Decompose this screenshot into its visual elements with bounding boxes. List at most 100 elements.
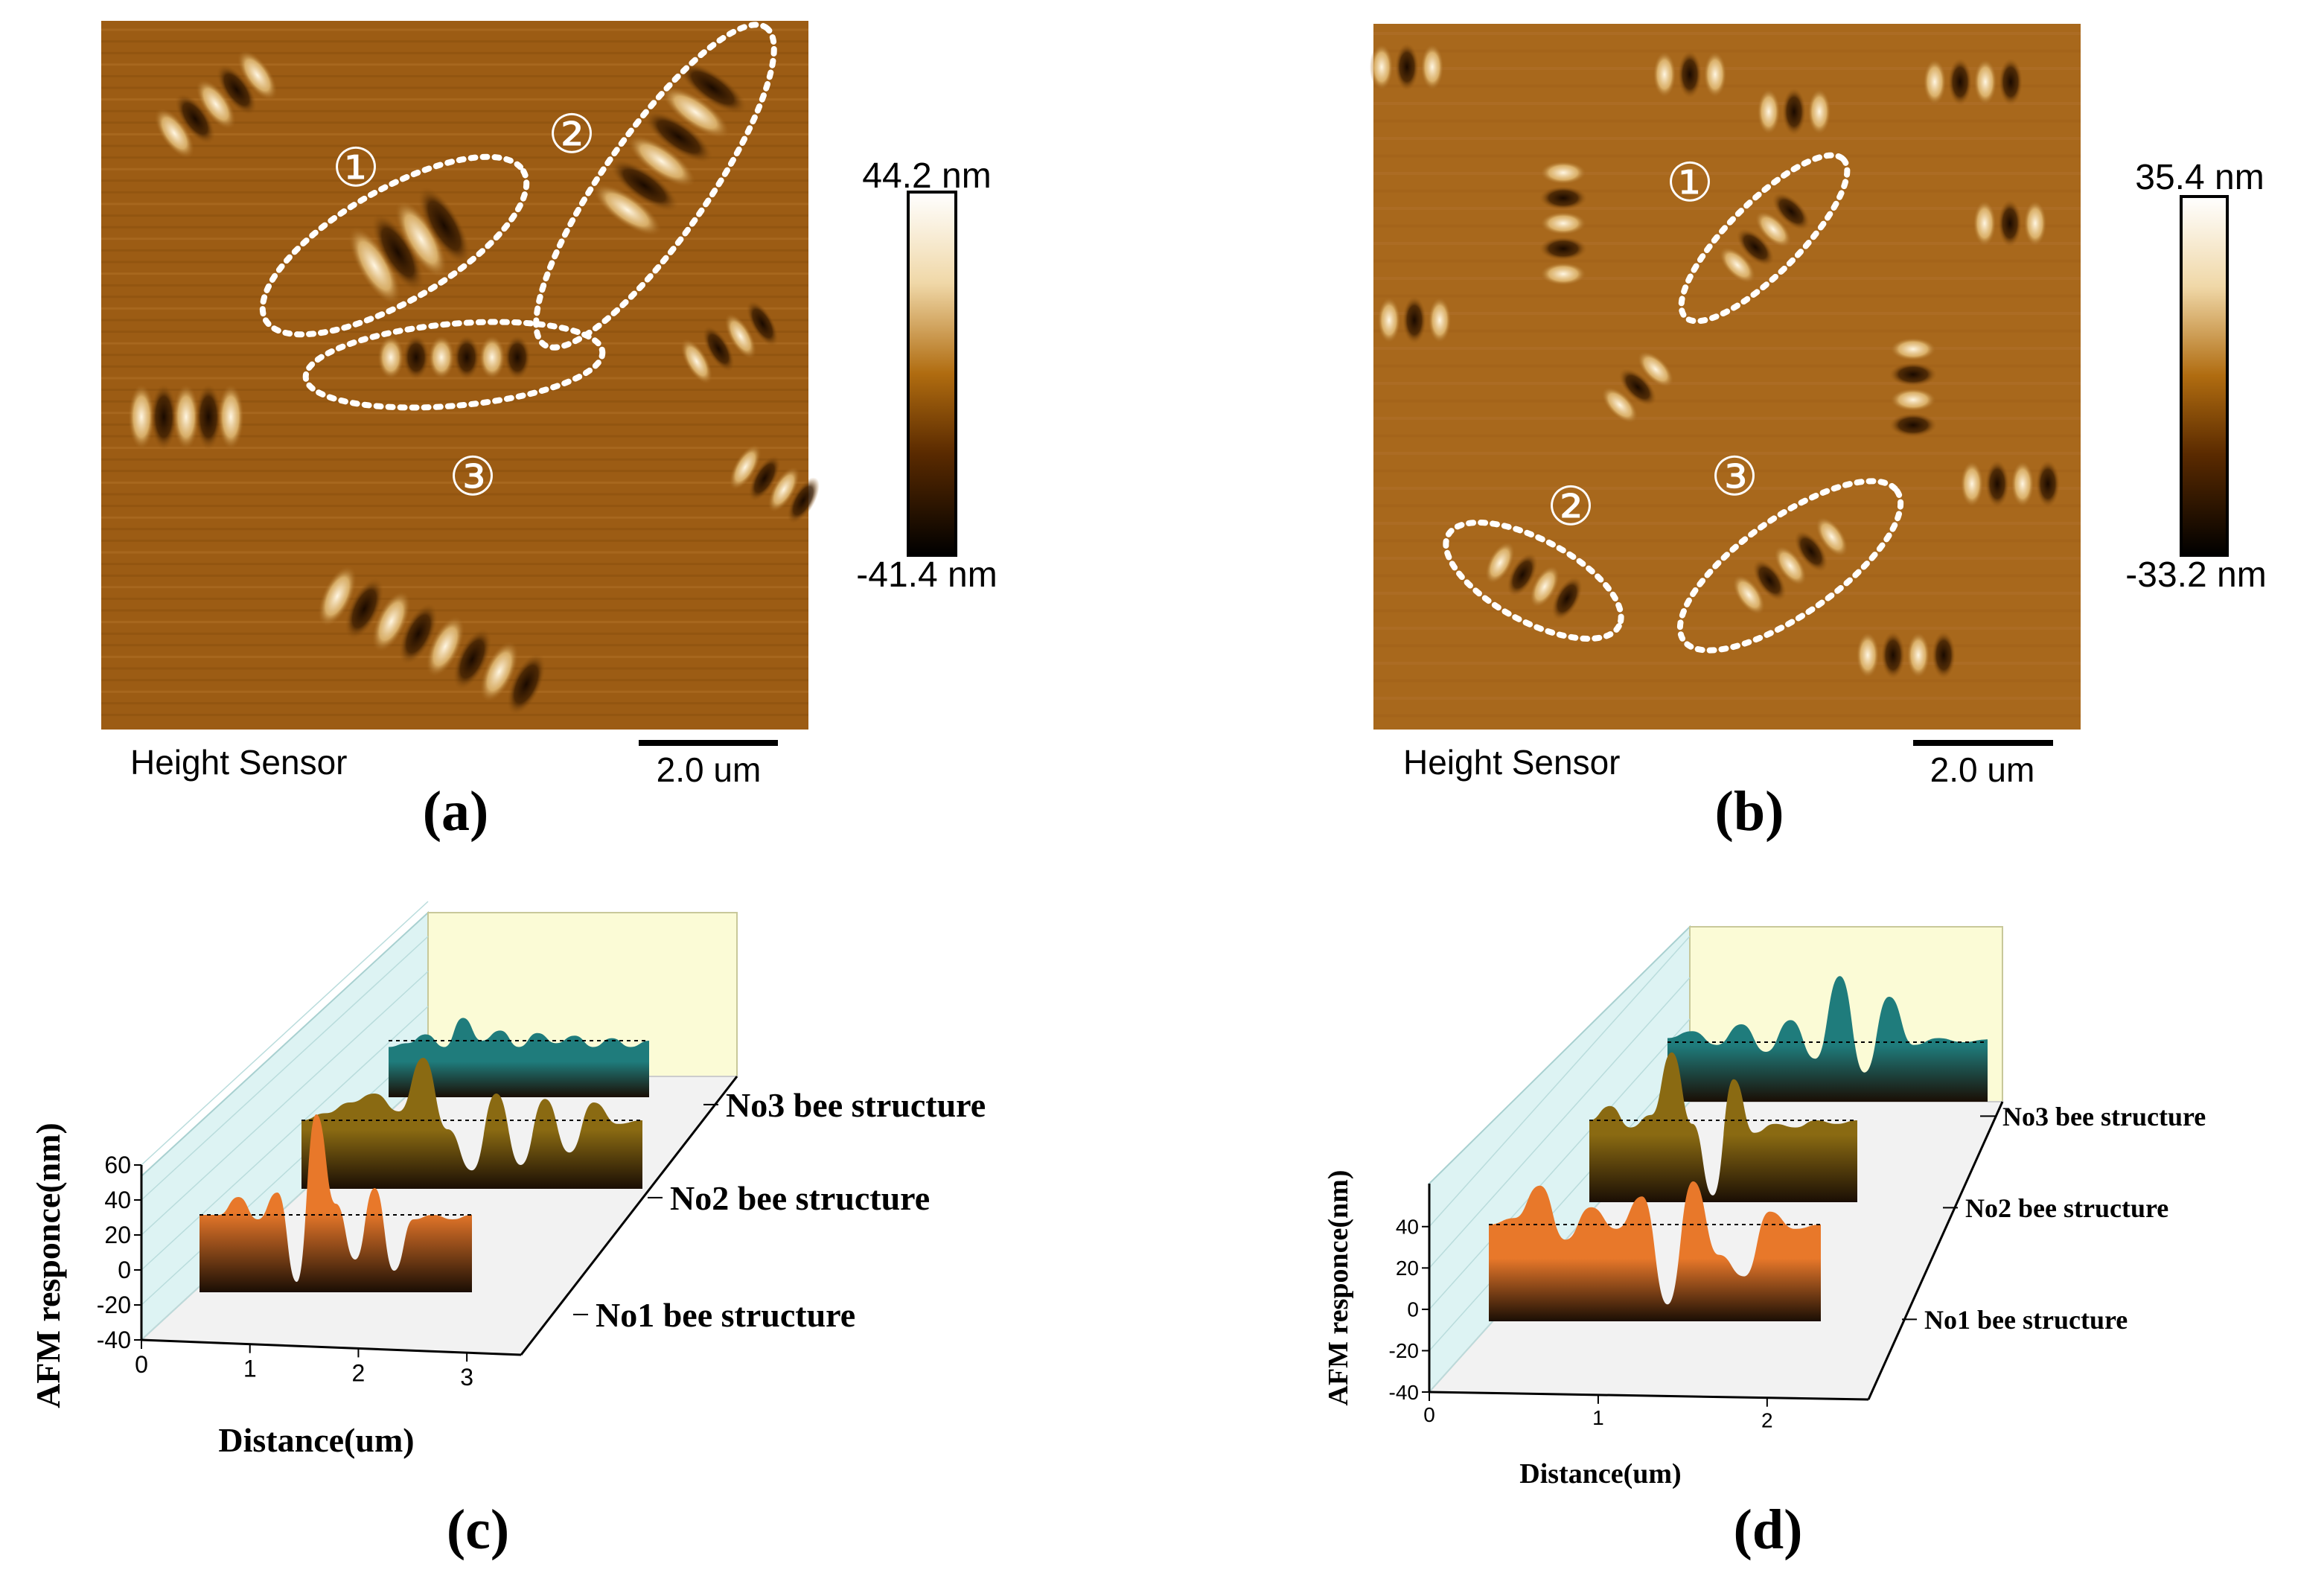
marker-2-b: ② xyxy=(1547,477,1595,537)
afm-a-stripe xyxy=(150,383,177,450)
afm-a-stripe xyxy=(787,477,820,524)
afm-b-stripe xyxy=(1754,210,1793,249)
afm-b-stripe xyxy=(1484,540,1516,585)
x-ticks-c: 0 1 2 3 xyxy=(135,1340,473,1391)
afm-a-stripe xyxy=(216,64,258,115)
y-tick-label: -40 xyxy=(97,1327,131,1353)
region-2-outline-a xyxy=(533,22,777,351)
afm-a-stripe xyxy=(174,93,216,144)
afm-b-stripe xyxy=(1420,43,1444,91)
scalebar-label-b: 2.0 um xyxy=(1930,750,2035,789)
series-label-2: No2 bee structure xyxy=(1965,1193,2168,1223)
afm-b-stripe xyxy=(2011,460,2034,508)
afm-b-stripe xyxy=(1539,161,1587,185)
afm-b-stripe xyxy=(1370,43,1394,91)
series-label-2: No2 bee structure xyxy=(670,1179,930,1217)
afm-image-a: ① ② ③ 44.2 nm -41.4 nm Height Sensor 2.0… xyxy=(101,21,998,843)
series-c xyxy=(200,1018,649,1292)
x-tick-label: 1 xyxy=(1592,1406,1604,1429)
y-tick-label: 20 xyxy=(1396,1257,1419,1280)
y-ticks-d: 40 20 0 -20 -40 xyxy=(1389,1216,1429,1404)
afm-a-stripe xyxy=(453,335,480,380)
region-1-outline-a xyxy=(259,153,530,338)
afm-a-stripe xyxy=(680,338,713,385)
series-d xyxy=(1489,976,1988,1321)
afm-b-stripe xyxy=(1923,58,1947,106)
afm-b-stripe xyxy=(1539,211,1587,235)
afm-b-stripe xyxy=(1402,296,1426,344)
caption-a: Height Sensor xyxy=(130,743,348,782)
afm-b-stripe xyxy=(1428,296,1452,344)
afm-a-stripe xyxy=(610,159,680,212)
afm-a-stripe xyxy=(195,383,222,450)
chart-d: 40 20 0 -20 -40 0 1 2 No3 bee structure No2 bee… xyxy=(1323,925,2206,1561)
afm-a-stripe xyxy=(746,300,779,347)
depth-axis-d xyxy=(1867,1101,2004,1400)
afm-a-stripe xyxy=(453,628,492,691)
afm-image-b: ① ② ③ 35.4 nm -33.2 nm Height Sensor 2.0… xyxy=(1370,24,2267,843)
afm-a-stripe xyxy=(173,383,200,450)
colorbar-max-b: 35.4 nm xyxy=(2135,158,2264,197)
afm-a-stripe xyxy=(237,49,278,101)
afm-b-stripe xyxy=(1856,631,1880,679)
afm-a-stripe xyxy=(627,134,697,188)
afm-a-stripe xyxy=(195,78,237,130)
afm-b-stripe xyxy=(1906,631,1930,679)
afm-a-stripe xyxy=(479,335,505,380)
series-ribbon-2 xyxy=(1589,1052,1857,1202)
grid-line xyxy=(141,1041,429,1306)
x-axis-d xyxy=(1429,1391,1869,1401)
y-tick-label: -20 xyxy=(1389,1339,1419,1362)
series-ribbon-3 xyxy=(1667,976,1988,1102)
x-tick-label: 1 xyxy=(243,1356,257,1382)
y-ticks-c: 60 40 20 0 -20 -40 xyxy=(97,1152,141,1353)
panel-label-c: (c) xyxy=(447,1498,509,1561)
grid-line xyxy=(1429,977,1691,1268)
afm-a-stripe xyxy=(217,383,244,450)
series-ribbon-1 xyxy=(200,1114,472,1292)
series-ribbon-2 xyxy=(301,1058,642,1189)
afm-b-stripe xyxy=(1539,262,1587,286)
colorbar-max-a: 44.2 nm xyxy=(862,156,991,196)
afm-b-stripe xyxy=(1932,631,1956,679)
afm-texture-a xyxy=(101,28,820,716)
afm-b-stripe xyxy=(1889,413,1937,437)
afm-b-stripe xyxy=(1551,576,1583,621)
afm-a-stripe xyxy=(154,107,195,159)
afm-a-stripe xyxy=(677,61,747,115)
marker-3-b: ③ xyxy=(1711,447,1759,507)
afm-a-stripe xyxy=(398,602,438,665)
afm-b-stripe xyxy=(1757,88,1781,135)
series-labels-c: No3 bee structure No2 bee structure No1 be… xyxy=(573,1086,986,1334)
y-axis-label-d: AFM responce(nm) xyxy=(1323,1170,1354,1406)
afm-b-stripe xyxy=(1718,246,1757,284)
afm-a-stripe xyxy=(371,212,424,293)
series-ribbon-1 xyxy=(1489,1181,1821,1321)
series-labels-d: No3 bee structure No2 bee structure No1 be… xyxy=(1902,1102,2206,1335)
afm-b-stripe xyxy=(1772,192,1810,231)
afm-a-stripe xyxy=(403,335,430,380)
afm-a-stripe xyxy=(479,640,519,703)
x-ticks-d: 0 1 2 xyxy=(1423,1392,1773,1432)
colorbar-min-b: -33.2 nm xyxy=(2125,555,2266,595)
afm-a-stripe xyxy=(593,183,663,237)
chart-c: 60 40 20 0 -20 -40 0 1 2 3 No3 bee structure No2 … xyxy=(29,901,986,1561)
caption-b: Height Sensor xyxy=(1403,743,1621,782)
afm-b-stripe xyxy=(1732,574,1766,616)
y-tick-label: -40 xyxy=(1389,1381,1419,1404)
afm-b-stripe xyxy=(1703,51,1727,98)
y-tick-label: 40 xyxy=(104,1187,131,1213)
afm-texture-b xyxy=(1370,32,2081,718)
afm-a-stripe xyxy=(371,590,411,653)
colorbar-min-a: -41.4 nm xyxy=(856,555,997,595)
colorbar-b xyxy=(2180,195,2229,557)
series-label-3: No3 bee structure xyxy=(2002,1102,2206,1131)
afm-a-stripe xyxy=(702,325,735,372)
afm-a-stripe xyxy=(377,335,404,380)
afm-a-stripe xyxy=(748,455,781,502)
region-1-outline-b xyxy=(1678,152,1851,325)
afm-a-stripe xyxy=(724,313,757,360)
afm-b-stripe xyxy=(1889,337,1937,361)
region-3-outline-a xyxy=(302,319,606,411)
afm-a-stripe xyxy=(348,226,401,306)
